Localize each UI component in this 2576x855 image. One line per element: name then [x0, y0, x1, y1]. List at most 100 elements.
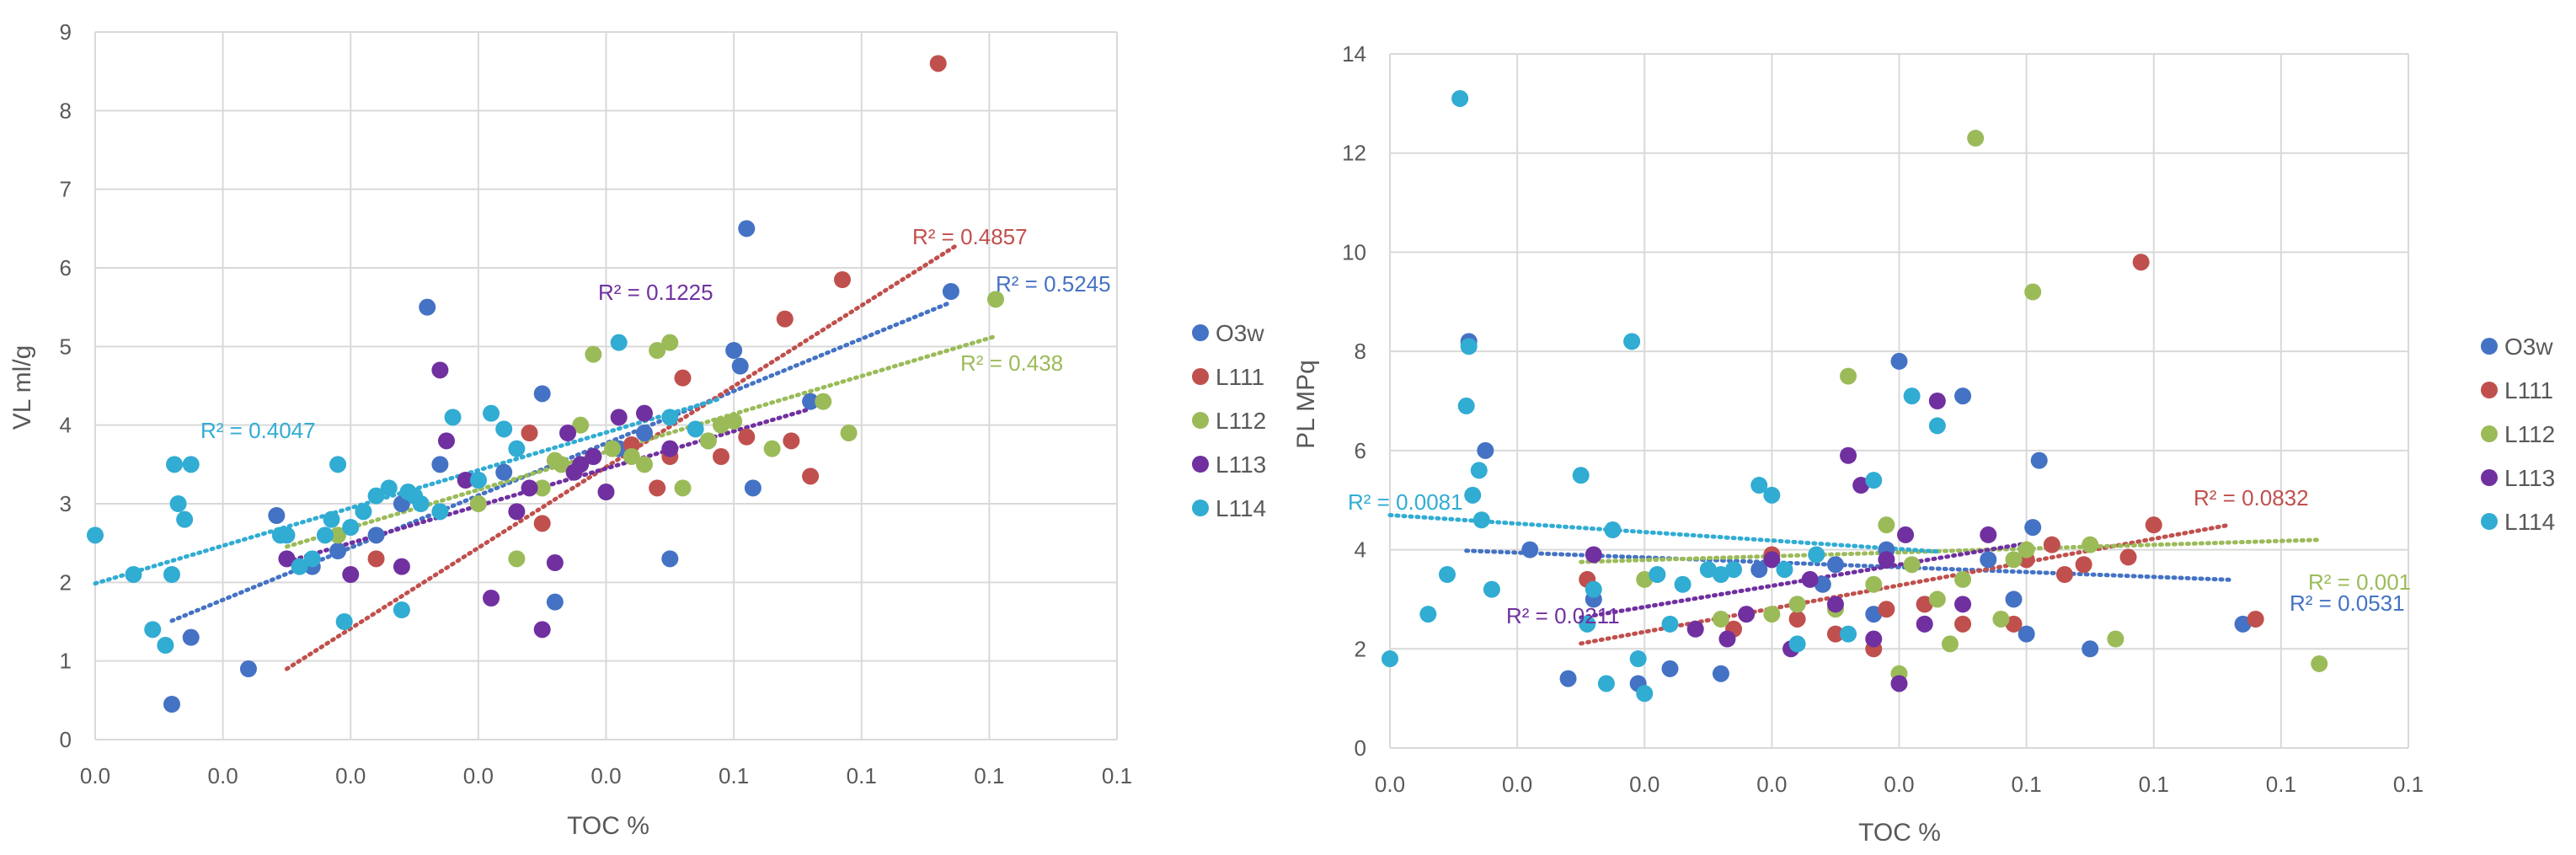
- vl-y-tick-label: 2: [60, 569, 72, 595]
- vl-point-l111: [783, 432, 800, 450]
- pl-point-o3w: [1661, 660, 1679, 677]
- vl-legend-marker-l114: [1192, 500, 1209, 516]
- vl-y-tick-label: 9: [60, 19, 72, 45]
- vl-point-l114: [87, 526, 104, 544]
- vl-point-l114: [610, 334, 628, 351]
- pl-r2-label-o3w: R² = 0.0531: [2290, 590, 2405, 616]
- pl-point-l112: [1865, 575, 1883, 593]
- vl-point-o3w: [661, 550, 679, 568]
- vl-point-l112: [329, 526, 347, 544]
- vl-point-o3w: [942, 283, 959, 300]
- vl-x-tick-label: 0.1: [719, 763, 749, 788]
- pl-point-l114: [1483, 580, 1500, 598]
- pl-point-l112: [1941, 635, 1959, 653]
- vl-point-l113: [342, 566, 360, 583]
- pl-point-l114: [1840, 625, 1857, 643]
- vl-point-l112: [572, 416, 590, 434]
- vl-point-l113: [585, 448, 602, 465]
- pl-x-tick-label: 0.0: [1629, 772, 1659, 797]
- pl-point-l114: [1464, 486, 1482, 504]
- pl-point-l113: [1686, 620, 1704, 638]
- vl-point-l112: [635, 456, 653, 473]
- pl-x-tick-label: 0.1: [2012, 772, 2042, 797]
- vl-y-tick-label: 1: [60, 649, 72, 674]
- vl-point-o3w: [546, 593, 564, 611]
- pl-trendline-l112: [1579, 537, 2322, 564]
- pl-point-o3w: [1890, 352, 1908, 370]
- pl-point-l112: [1954, 570, 1972, 588]
- pl-legend: O3w L111 L112 L113 L114: [2481, 334, 2555, 535]
- vl-point-l113: [635, 404, 653, 422]
- vl-point-l112: [508, 550, 526, 568]
- pl-point-l113: [1928, 393, 1946, 409]
- vl-point-l111: [649, 479, 666, 497]
- vl-legend-label-l114: L114: [1216, 495, 1266, 521]
- vl-point-l111: [533, 515, 551, 532]
- vl-point-o3w: [329, 542, 347, 559]
- pl-point-o3w: [1477, 441, 1494, 459]
- pl-point-l113: [1852, 477, 1870, 494]
- pl-point-l114: [1472, 511, 1490, 529]
- pl-point-l113: [1890, 675, 1908, 692]
- pl-point-l111: [1826, 625, 1844, 643]
- vl-point-l112: [840, 425, 858, 441]
- vl-point-l112: [604, 440, 622, 457]
- vl-point-l114: [661, 409, 679, 426]
- pl-y-tick-label: 12: [1342, 141, 1366, 166]
- vl-point-l113: [572, 456, 590, 473]
- pl-x-tick-label: 0.1: [2266, 772, 2296, 797]
- pl-point-l112: [1636, 570, 1654, 588]
- pl-x-tick-label: 0.1: [2139, 772, 2169, 797]
- pl-point-l114: [1649, 566, 1666, 583]
- vl-point-l113: [508, 503, 526, 521]
- pl-point-l114: [1451, 89, 1469, 107]
- pl-point-l112: [1992, 610, 2010, 628]
- pl-point-l114: [1585, 580, 1602, 598]
- pl-point-l114: [1457, 397, 1475, 414]
- vl-r2-label-l111: R² = 0.4857: [912, 224, 1028, 249]
- pl-y-tick-label: 6: [1355, 438, 1366, 463]
- pl-point-l114: [1629, 650, 1647, 668]
- vl-legend-label-o3w: O3w: [1216, 320, 1264, 346]
- vl-x-tick-label: 0.0: [80, 763, 110, 788]
- vl-point-o3w: [163, 696, 180, 713]
- vl-ticks: 0.0 0.0 0.0 0.0 0.0 0.1 0.1 0.1 0.1 0 1 2 3 4 5 6 7 8 9: [60, 19, 1133, 788]
- vl-point-l114: [163, 566, 180, 583]
- vl-x-tick-label: 0.0: [591, 763, 621, 788]
- vl-point-l114: [157, 637, 174, 654]
- pl-point-l111: [2005, 615, 2023, 633]
- pl-legend-label-o3w: O3w: [2504, 334, 2553, 360]
- vl-point-l113: [393, 558, 410, 575]
- vl-point-l112: [469, 495, 487, 512]
- vl-point-l112: [661, 334, 679, 351]
- vl-r2-label-l112: R² = 0.438: [960, 350, 1063, 376]
- pl-point-o3w: [1826, 556, 1844, 574]
- vl-point-l112: [986, 291, 1004, 308]
- vl-r2-label-o3w: R² = 0.5245: [996, 271, 1111, 297]
- vl-point-l113: [559, 425, 577, 441]
- pl-point-l111: [1954, 615, 1972, 633]
- vl-point-l111: [738, 428, 756, 446]
- pl-point-l114: [1382, 650, 1398, 668]
- vl-point-l114: [355, 503, 372, 521]
- pl-point-l114: [1808, 546, 1825, 564]
- pl-point-l114: [1903, 387, 1921, 405]
- vl-point-o3w: [725, 342, 743, 359]
- pl-y-tick-label: 2: [1355, 636, 1366, 661]
- vl-point-l114: [323, 510, 340, 528]
- pl-legend-marker-l112: [2481, 425, 2498, 442]
- pl-point-o3w: [2018, 625, 2035, 643]
- pl-point-o3w: [1954, 387, 1972, 405]
- pl-y-tick-label: 8: [1355, 339, 1366, 364]
- vl-point-l113: [546, 554, 564, 571]
- vl-y-tick-label: 0: [60, 727, 72, 752]
- vl-r2-labels: R² = 0.5245 R² = 0.4857 R² = 0.438 R² = 0.1…: [200, 224, 1111, 443]
- vl-point-l112: [763, 440, 781, 457]
- vl-point-l111: [834, 271, 852, 288]
- pl-gridlines: [1389, 53, 2409, 749]
- pl-point-l114: [1439, 566, 1456, 583]
- vl-legend: O3w L111 L112 L113 L114: [1192, 320, 1266, 521]
- pl-point-l112: [2005, 551, 2023, 569]
- pl-point-l113: [1840, 446, 1857, 464]
- vl-r2-label-l114: R² = 0.4047: [200, 418, 316, 443]
